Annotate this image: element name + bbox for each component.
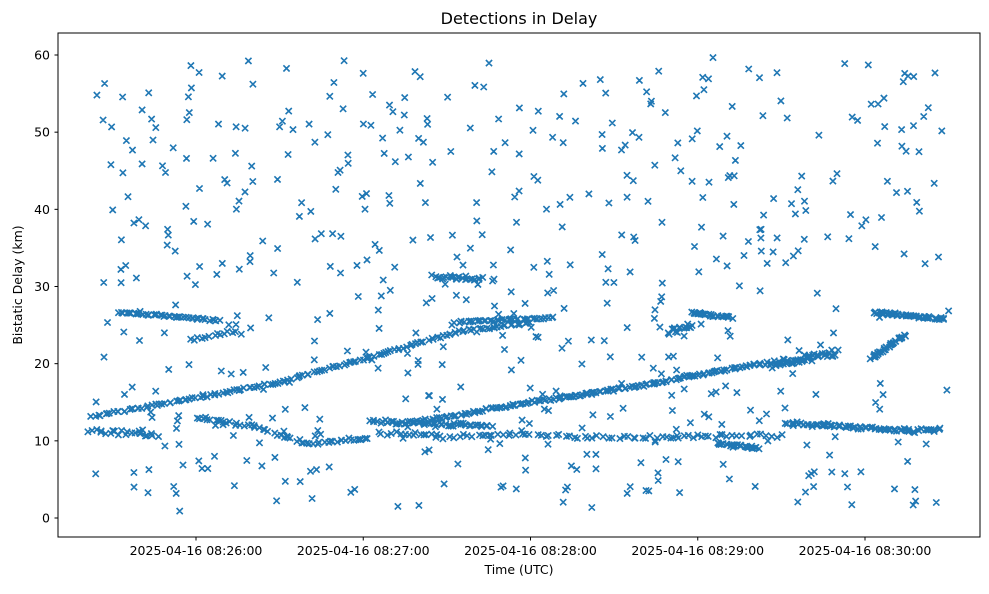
plot-area	[57, 32, 981, 538]
y-tick-label: 40	[34, 202, 50, 217]
x-tick-label: 2025-04-16 08:30:00	[799, 543, 932, 558]
scatter-points	[84, 53, 953, 515]
y-tick-label: 20	[34, 356, 50, 371]
x-tick-label: 2025-04-16 08:26:00	[130, 543, 263, 558]
y-axis-ticks: 0 10 20 30 40 50 60	[34, 48, 58, 526]
y-tick-label: 10	[34, 433, 50, 448]
y-tick-label: 0	[42, 511, 50, 526]
x-axis-label: Time (UTC)	[483, 562, 553, 577]
x-tick-label: 2025-04-16 08:29:00	[631, 543, 764, 558]
y-axis-label: Bistatic Delay (km)	[10, 225, 25, 344]
x-tick-label: 2025-04-16 08:28:00	[464, 543, 597, 558]
chart-title: Detections in Delay	[441, 9, 598, 28]
x-axis-ticks: 2025-04-16 08:26:00 2025-04-16 08:27:00 20…	[130, 537, 932, 558]
x-tick-label: 2025-04-16 08:27:00	[297, 543, 430, 558]
y-tick-label: 60	[34, 48, 50, 63]
y-tick-label: 50	[34, 125, 50, 140]
y-tick-label: 30	[34, 279, 50, 294]
